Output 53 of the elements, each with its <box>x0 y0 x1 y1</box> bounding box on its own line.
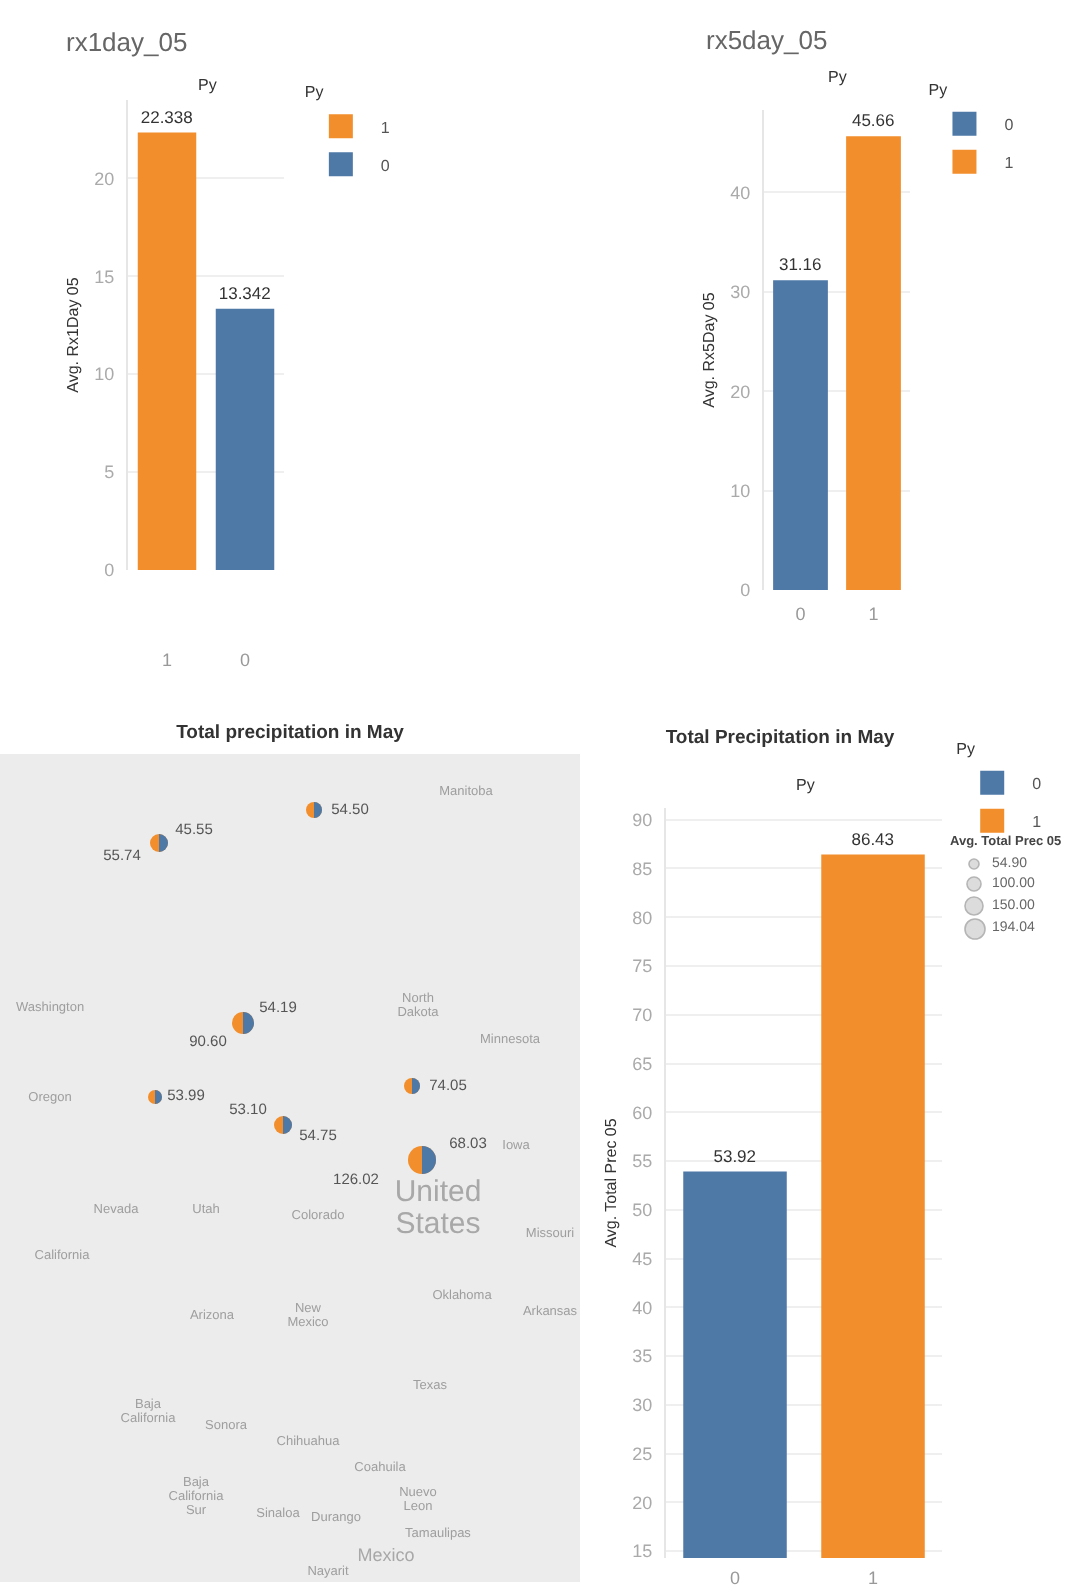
data-label: 31.16 <box>778 254 823 275</box>
y-axis-title: Avg. Total Prec 05 <box>601 1117 620 1248</box>
y-tick-label: 80 <box>632 907 653 928</box>
y-tick-label: 5 <box>104 462 115 483</box>
y-axis-title: Avg. Rx5Day 05 <box>699 291 718 408</box>
data-label: 13.342 <box>218 282 272 303</box>
text: Total precipitation in May <box>176 722 404 745</box>
y-tick-label: 20 <box>94 168 115 189</box>
legend-label: 0 <box>1004 116 1015 135</box>
y-tick-label: 15 <box>632 1541 653 1562</box>
chart-title: rx1day_05 <box>66 27 188 58</box>
y-tick-label: 55 <box>632 1151 653 1172</box>
x-axis-title: Py <box>198 76 217 94</box>
y-tick-label: 10 <box>730 480 751 501</box>
y-tick-label: 50 <box>632 1200 653 1221</box>
y-tick-label: 60 <box>632 1102 653 1123</box>
data-label: 53.92 <box>713 1145 757 1166</box>
legend-title: Py <box>304 83 324 102</box>
legend-label: 1 <box>1032 813 1043 832</box>
data-label: 45.66 <box>851 110 896 131</box>
x-axis-title: Py <box>828 68 847 86</box>
y-tick-label: 65 <box>632 1053 653 1074</box>
y-tick-label: 40 <box>632 1297 653 1318</box>
legend-label: 0 <box>1032 775 1043 794</box>
y-tick-label: 70 <box>632 1005 653 1026</box>
y-tick-label: 35 <box>632 1346 653 1367</box>
y-tick-label: 10 <box>94 364 115 385</box>
y-tick-label: 85 <box>632 858 653 879</box>
y-tick-label: 30 <box>632 1395 653 1416</box>
y-tick-label: 75 <box>632 956 653 977</box>
chart-title: rx5day_05 <box>706 25 828 56</box>
text: United States <box>392 1174 484 1240</box>
y-tick-label: 90 <box>632 810 653 830</box>
y-tick-label: 0 <box>104 560 115 581</box>
chart-title: Total Precipitation in May <box>665 726 896 749</box>
data-label: 86.43 <box>851 828 895 849</box>
y-tick-label: 0 <box>740 580 751 601</box>
y-tick-label: 20 <box>632 1492 653 1513</box>
y-tick-label: 20 <box>730 381 751 402</box>
text: Mexico <box>357 1544 415 1566</box>
legend-label: 1 <box>1004 154 1015 173</box>
y-tick-label: 45 <box>632 1248 653 1269</box>
x-axis-title: Py <box>796 776 815 794</box>
y-tick-label: 30 <box>730 282 751 303</box>
y-tick-label: 40 <box>730 182 751 203</box>
y-tick-label: 25 <box>632 1443 653 1464</box>
legend-label: 0 <box>380 156 391 175</box>
legend-label: 1 <box>380 118 391 137</box>
legend-title: Py <box>928 80 948 99</box>
data-label: 22.338 <box>140 106 194 127</box>
y-tick-label: 15 <box>94 266 115 287</box>
legend-title: Py <box>956 739 975 758</box>
y-axis-title: Avg. Rx1Day 05 <box>63 276 82 393</box>
